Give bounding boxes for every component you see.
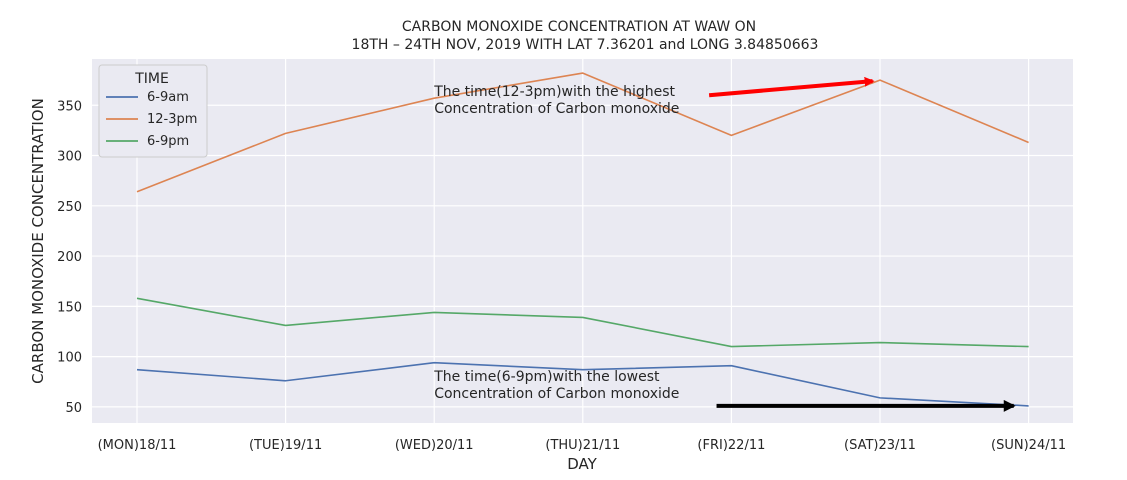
chart-title-line2: 18TH – 24TH NOV, 2019 WITH LAT 7.36201 a… — [352, 37, 819, 53]
legend: TIME 6-9am 12-3pm 6-9pm — [98, 64, 208, 158]
x-tick-label: (MON)18/11 — [98, 438, 177, 453]
x-tick-label: (WED)20/11 — [395, 438, 474, 453]
annotation-text: The time(12-3pm)with the highest — [433, 84, 675, 100]
y-tick-label: 100 — [57, 351, 82, 366]
y-tick-label: 350 — [57, 99, 82, 114]
chart-title-line1: CARBON MONOXIDE CONCENTRATION AT WAW ON — [402, 19, 756, 35]
y-tick-label: 150 — [57, 300, 82, 315]
x-tick-label: (TUE)19/11 — [249, 438, 322, 453]
legend-title: TIME — [134, 71, 169, 87]
series-line-12-3pm — [136, 72, 1029, 193]
legend-label: 6-9am — [147, 90, 189, 105]
x-tick-label: (SUN)24/11 — [991, 438, 1066, 453]
annotation-text: The time(6-9pm)with the lowest — [433, 369, 660, 385]
series-line-6-9am — [136, 361, 1029, 407]
x-tick-label: (FRI)22/11 — [697, 438, 765, 453]
legend-items: 6-9am 12-3pm 6-9pm — [106, 90, 197, 149]
series-line-6-9pm — [136, 297, 1029, 348]
legend-box — [98, 64, 208, 158]
y-tick-label: 300 — [57, 150, 82, 165]
annotations: The time(12-3pm)with the highest Concent… — [433, 76, 1016, 412]
annotation-text: Concentration of Carbon monoxide — [434, 101, 679, 117]
y-tick-label: 50 — [65, 401, 82, 416]
y-tick-label: 250 — [57, 200, 82, 215]
annotation-arrow — [708, 76, 875, 98]
x-tick-label: (THU)21/11 — [545, 438, 620, 453]
x-tick-labels: (MON)18/11 (TUE)19/11 (WED)20/11 (THU)21/11… — [98, 438, 1067, 453]
x-axis-label: DAY — [567, 455, 597, 473]
annotation-text: Concentration of Carbon monoxide — [434, 386, 679, 402]
y-axis-label: CARBON MONOXIDE CONCENTRATION — [29, 98, 47, 384]
y-tick-labels: 50 100 150 200 250 300 350 — [57, 99, 82, 416]
y-tick-label: 200 — [57, 250, 82, 265]
series-lines — [136, 72, 1029, 407]
legend-label: 6-9pm — [147, 134, 189, 149]
x-tick-label: (SAT)23/11 — [844, 438, 916, 453]
legend-label: 12-3pm — [147, 112, 197, 127]
